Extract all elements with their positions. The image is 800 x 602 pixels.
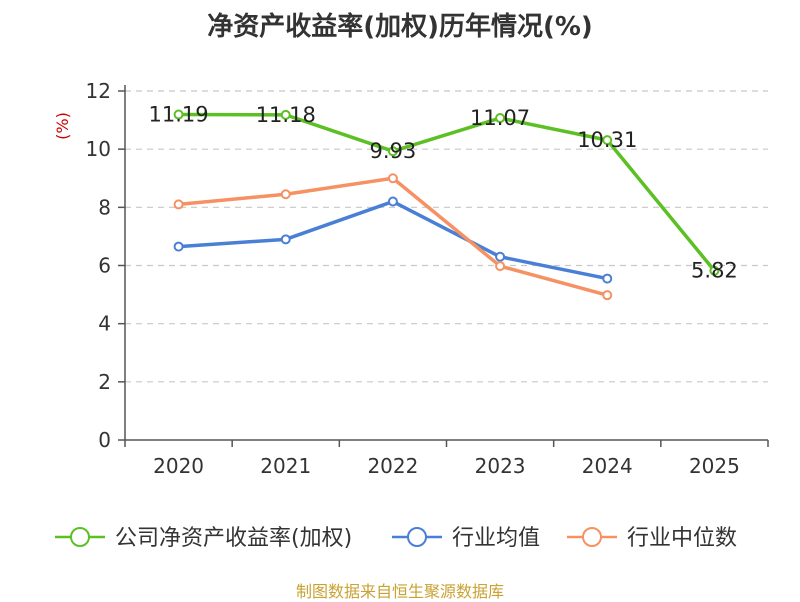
data-point bbox=[709, 265, 720, 276]
data-label: 9.93 bbox=[370, 139, 417, 163]
source-note: 制图数据来自恒生聚源数据库 bbox=[295, 582, 504, 601]
data-point bbox=[387, 173, 398, 184]
grid-lines bbox=[125, 90, 768, 383]
y-tick-label: 12 bbox=[86, 79, 111, 103]
y-tick-label: 8 bbox=[98, 195, 111, 219]
x-tick-label: 2024 bbox=[582, 454, 633, 478]
x-tick-label: 2023 bbox=[475, 454, 526, 478]
data-label: 5.82 bbox=[691, 259, 738, 283]
x-tick-label: 2025 bbox=[689, 454, 740, 478]
data-point bbox=[173, 241, 184, 252]
y-axis-label: (%) bbox=[53, 112, 72, 140]
legend-item-2[interactable]: 行业中位数 bbox=[567, 526, 737, 551]
y-tick-label: 2 bbox=[98, 370, 111, 394]
data-point bbox=[602, 290, 613, 301]
data-label: 11.18 bbox=[256, 103, 316, 127]
axes: 0 2 4 6 8 10 12 (%) 2020 2021 2022 2023 2024 2025 bbox=[53, 79, 769, 478]
legend-label: 行业中位数 bbox=[627, 526, 737, 551]
data-label: 11.19 bbox=[149, 103, 209, 127]
data-point bbox=[280, 234, 291, 245]
data-point bbox=[387, 146, 398, 157]
legend-item-1[interactable]: 行业均值 bbox=[392, 526, 540, 551]
legend-label: 行业均值 bbox=[452, 526, 540, 551]
legend-item-0[interactable]: 公司净资产收益率(加权) bbox=[55, 526, 352, 551]
series-line-1 bbox=[178, 199, 608, 281]
y-tick-label: 10 bbox=[86, 137, 111, 161]
x-tick-label: 2020 bbox=[153, 454, 204, 478]
data-label: 10.31 bbox=[577, 128, 637, 152]
data-point bbox=[387, 196, 398, 207]
data-point bbox=[173, 109, 184, 120]
data-point bbox=[495, 251, 506, 262]
data-point bbox=[280, 189, 291, 200]
y-tick-label: 0 bbox=[98, 428, 111, 452]
x-tick-label: 2021 bbox=[260, 454, 311, 478]
series-line-2 bbox=[178, 176, 608, 297]
data-label: 11.07 bbox=[470, 106, 530, 130]
data-point bbox=[495, 261, 506, 272]
legend-label: 公司净资产收益率(加权) bbox=[115, 526, 352, 551]
data-point bbox=[495, 113, 506, 124]
y-tick-label: 4 bbox=[98, 312, 111, 336]
legend-marker bbox=[407, 527, 427, 547]
data-point bbox=[173, 199, 184, 210]
y-tick-label: 6 bbox=[98, 254, 111, 278]
series-lines bbox=[173, 109, 720, 301]
legend-marker bbox=[70, 527, 90, 547]
data-point bbox=[602, 273, 613, 284]
series-line-0 bbox=[178, 112, 716, 272]
chart-title: 净资产收益率(加权)历年情况(%) bbox=[207, 12, 593, 42]
legend-marker bbox=[582, 527, 602, 547]
x-tick-label: 2022 bbox=[367, 454, 418, 478]
legend[interactable]: 公司净资产收益率(加权) 行业均值 行业中位数 bbox=[55, 526, 737, 551]
data-point bbox=[280, 109, 291, 120]
data-labels: 11.19 11.18 9.93 11.07 10.31 5.82 bbox=[149, 103, 738, 283]
data-point bbox=[602, 135, 613, 146]
